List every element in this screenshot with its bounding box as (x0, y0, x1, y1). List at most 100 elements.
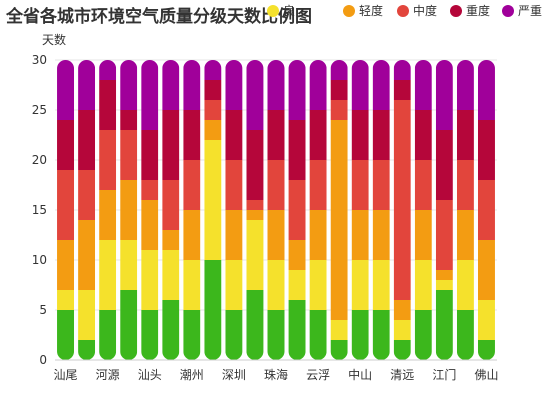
bar-segment (414, 110, 432, 160)
bar-segment (267, 310, 285, 360)
bar-stack (309, 60, 327, 360)
y-tick-label: 10 (32, 253, 47, 267)
bar-segment (372, 160, 390, 210)
bar-segment (393, 60, 411, 80)
bar-segment (246, 130, 264, 200)
bar-segment (225, 60, 243, 110)
bar-stack (162, 60, 180, 360)
bar-segment (330, 340, 348, 360)
bar-segment (309, 260, 327, 310)
bar-segment (78, 170, 96, 220)
bar-segment (351, 260, 369, 310)
x-tick-label: 河源 (96, 368, 120, 382)
bar-segment (477, 60, 495, 120)
bar-segment (78, 290, 96, 340)
bar-stack (267, 60, 285, 360)
y-tick-label: 30 (32, 53, 47, 67)
x-axis-ticks: 汕尾 河源 汕头 潮州 深圳 珠海 云浮 中山 清远 江门 佛山 (54, 367, 499, 382)
legend-swatch (343, 5, 355, 17)
bar-segment (435, 200, 453, 270)
bar-segment (246, 60, 264, 130)
bar-stack (372, 60, 390, 360)
bar-stack (246, 60, 264, 360)
bar-stack (456, 60, 474, 360)
legend-item[interactable]: 严重 (502, 4, 542, 18)
bar-segment (246, 210, 264, 220)
legend-item[interactable]: 良 (267, 3, 295, 18)
legend-item[interactable]: 中度 (397, 3, 437, 18)
bar-segment (372, 210, 390, 260)
bar-segment (456, 110, 474, 160)
bar-segment (309, 210, 327, 260)
y-axis-label: 天数 (42, 32, 66, 47)
bar-segment (393, 100, 411, 300)
bar-stack (288, 60, 306, 360)
legend-swatch (397, 5, 409, 17)
x-tick-label: 珠海 (264, 367, 288, 382)
bar-segment (141, 180, 159, 200)
bar-segment (204, 60, 222, 80)
bar-segment (372, 310, 390, 360)
bar-segment (162, 250, 180, 300)
bar-segment (225, 110, 243, 160)
legend-swatch (267, 5, 279, 17)
bar-segment (57, 240, 75, 290)
bar-segment (120, 130, 138, 180)
bar-segment (393, 320, 411, 340)
bar-segment (477, 240, 495, 300)
bar-segment (204, 260, 222, 360)
x-tick-label: 潮州 (180, 367, 204, 382)
bar-segment (204, 140, 222, 260)
bar-segment (57, 290, 75, 310)
bar-stack (393, 60, 411, 360)
bar-segment (477, 120, 495, 180)
bar-segment (141, 130, 159, 180)
bar-segment (309, 60, 327, 110)
bar-segment (162, 60, 180, 110)
bar-segment (309, 160, 327, 210)
bar-segment (120, 290, 138, 360)
bar-segment (183, 110, 201, 160)
bar-segment (414, 160, 432, 210)
bar-segment (351, 310, 369, 360)
x-tick-label: 汕头 (138, 368, 162, 382)
bar-segment (78, 220, 96, 290)
bar-segment (99, 60, 117, 80)
bar-stack (78, 60, 96, 360)
y-axis-ticks: 0 5 10 15 20 25 30 (32, 53, 47, 367)
bar-segment (183, 210, 201, 260)
bar-stack (183, 60, 201, 360)
y-tick-label: 15 (32, 203, 47, 217)
bar-segment (372, 260, 390, 310)
x-tick-label: 清远 (390, 368, 414, 382)
bar-segment (288, 60, 306, 120)
legend-label: 中度 (413, 3, 437, 18)
bar-stack (204, 60, 222, 360)
bar-segment (288, 270, 306, 300)
bar-segment (351, 210, 369, 260)
bar-segment (330, 100, 348, 120)
legend-item[interactable]: 轻度 (343, 3, 383, 18)
bar-segment (162, 110, 180, 180)
bar-stack (435, 60, 453, 360)
bar-segment (414, 210, 432, 260)
legend-item[interactable]: 重度 (450, 3, 490, 18)
bar-segment (435, 270, 453, 280)
x-tick-label: 汕尾 (54, 368, 78, 382)
bar-segment (435, 280, 453, 290)
bar-segment (183, 310, 201, 360)
bar-segment (309, 110, 327, 160)
bar-stack (330, 60, 348, 360)
bar-segment (456, 260, 474, 310)
bar-segment (141, 250, 159, 310)
bar-segment (99, 310, 117, 360)
bar-segment (288, 120, 306, 180)
bar-stack (477, 60, 495, 360)
bar-segment (309, 310, 327, 360)
bar-segment (477, 180, 495, 240)
bar-segment (267, 60, 285, 110)
bar-stack (57, 60, 75, 360)
y-tick-label: 0 (39, 353, 47, 367)
bar-segment (351, 110, 369, 160)
